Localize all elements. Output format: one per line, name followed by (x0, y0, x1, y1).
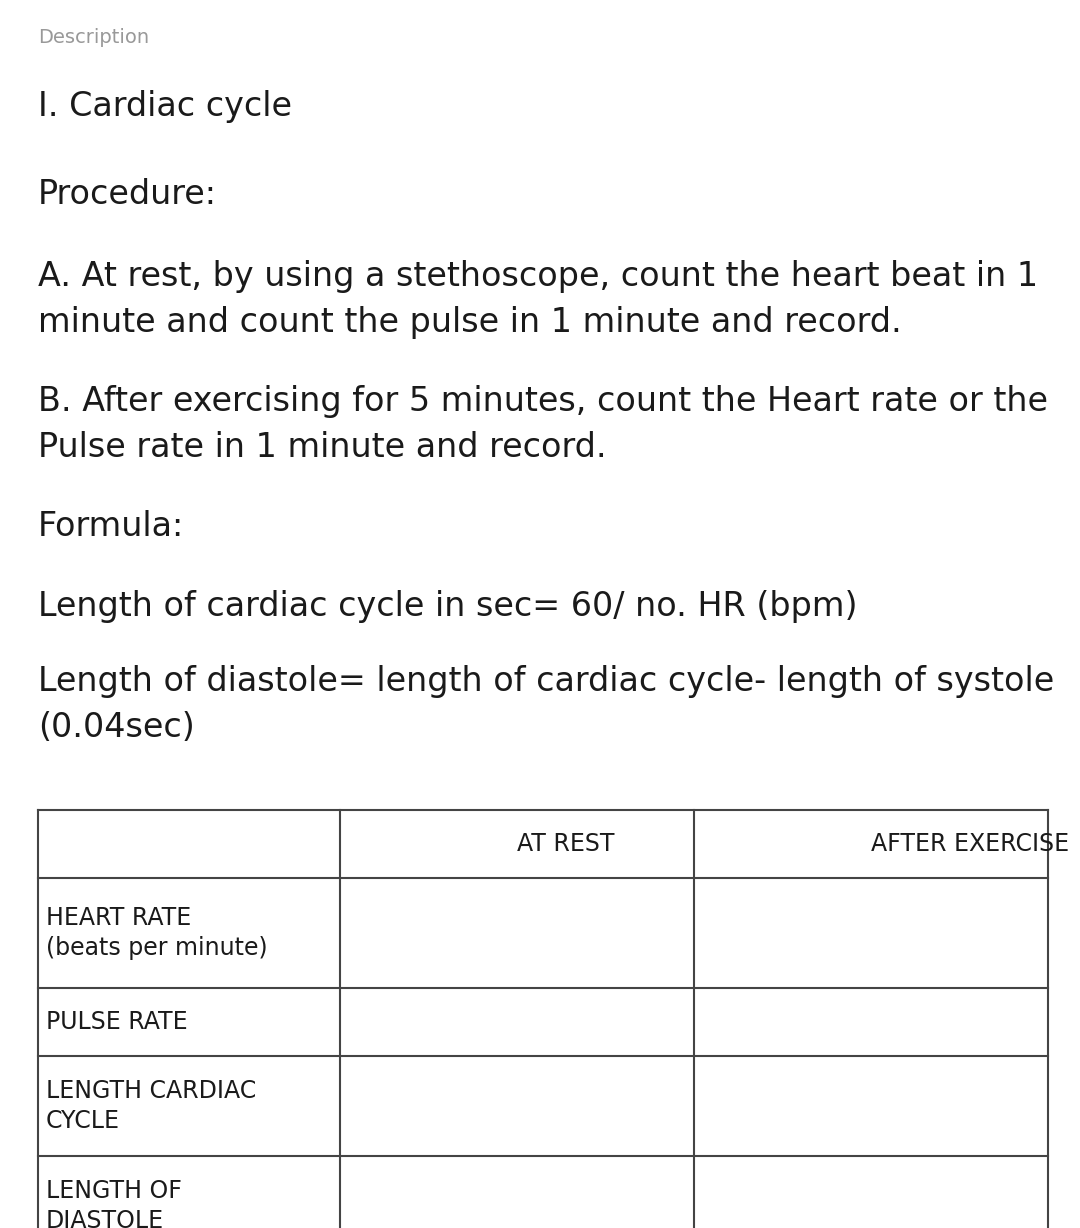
Text: LENGTH OF
DIASTOLE: LENGTH OF DIASTOLE (46, 1179, 181, 1228)
Text: Formula:: Formula: (38, 510, 185, 543)
Text: A. At rest, by using a stethoscope, count the heart beat in 1
minute and count t: A. At rest, by using a stethoscope, coun… (38, 260, 1038, 339)
Text: I. Cardiac cycle: I. Cardiac cycle (38, 90, 292, 123)
Text: LENGTH CARDIAC
CYCLE: LENGTH CARDIAC CYCLE (46, 1078, 256, 1133)
Text: Length of cardiac cycle in sec= 60/ no. HR (bpm): Length of cardiac cycle in sec= 60/ no. … (38, 589, 858, 623)
Text: Procedure:: Procedure: (38, 178, 217, 211)
Text: PULSE RATE: PULSE RATE (46, 1009, 188, 1034)
Text: B. After exercising for 5 minutes, count the Heart rate or the
Pulse rate in 1 m: B. After exercising for 5 minutes, count… (38, 386, 1048, 464)
Text: AT REST: AT REST (517, 833, 615, 856)
Text: AFTER EXERCISE: AFTER EXERCISE (870, 833, 1069, 856)
Text: HEART RATE
(beats per minute): HEART RATE (beats per minute) (46, 906, 268, 960)
Text: Length of diastole= length of cardiac cycle- length of systole
(0.04sec): Length of diastole= length of cardiac cy… (38, 666, 1054, 744)
Text: Description: Description (38, 28, 149, 47)
